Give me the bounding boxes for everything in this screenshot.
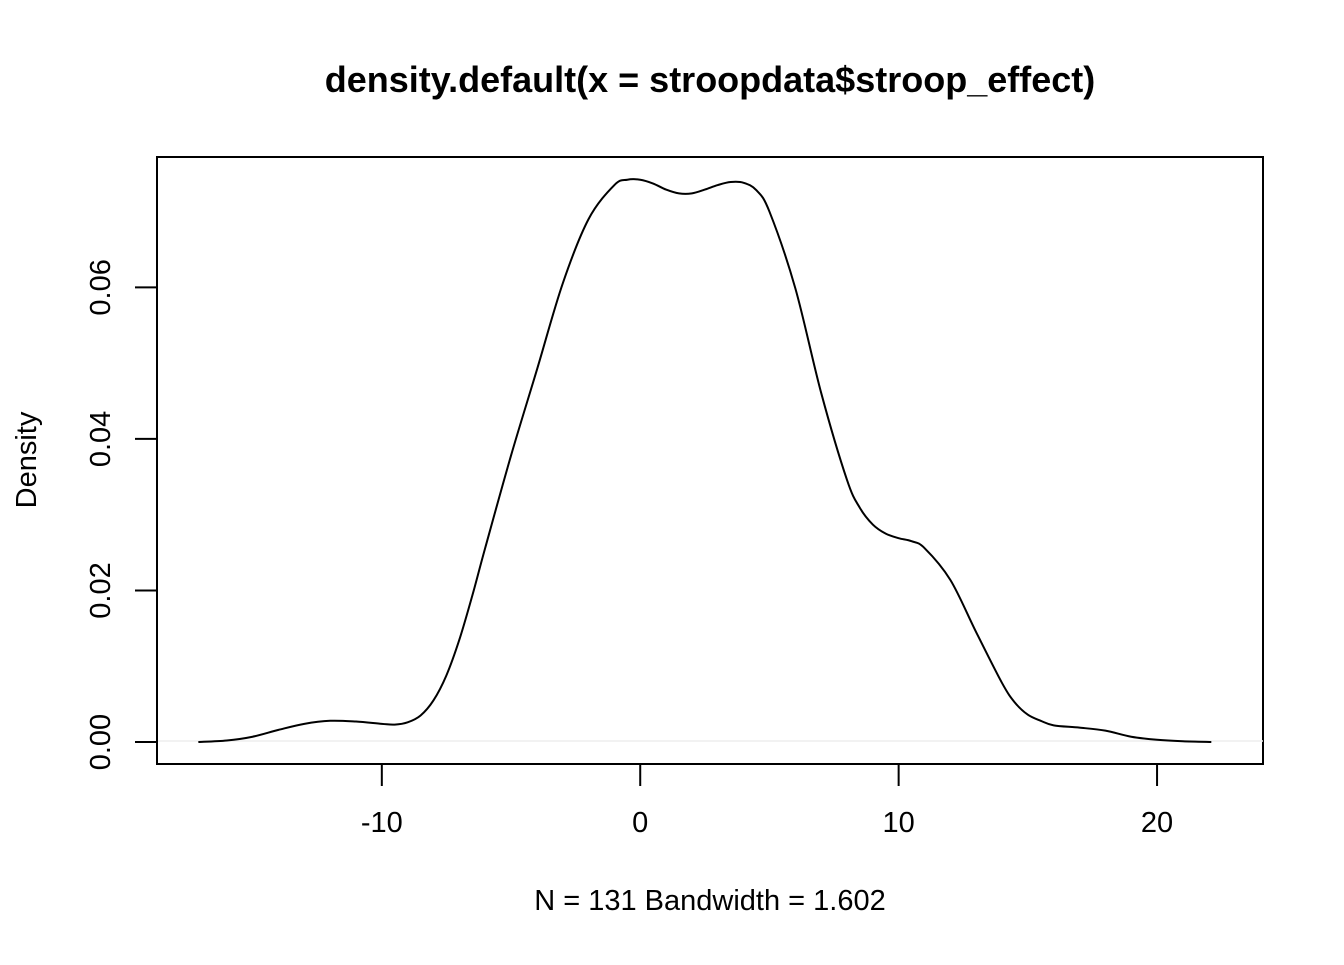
y-axis-title: Density bbox=[11, 411, 43, 508]
x-tick-label: 20 bbox=[1141, 807, 1173, 839]
x-tick-label: 10 bbox=[883, 807, 915, 839]
plot-frame bbox=[156, 156, 1264, 765]
x-axis-title: N = 131 Bandwidth = 1.602 bbox=[534, 885, 885, 917]
chart-title: density.default(x = stroopdata$stroop_ef… bbox=[325, 59, 1095, 100]
x-tick-label: -10 bbox=[361, 807, 403, 839]
y-tick-label: 0.00 bbox=[85, 714, 117, 770]
y-tick-label: 0.04 bbox=[85, 411, 117, 467]
x-axis: -10 0 10 20 bbox=[361, 763, 1173, 839]
y-axis: 0.00 0.02 0.04 0.06 bbox=[85, 259, 158, 770]
y-tick-label: 0.06 bbox=[85, 259, 117, 315]
x-tick-label: 0 bbox=[632, 807, 648, 839]
y-tick-label: 0.02 bbox=[85, 562, 117, 618]
density-curve bbox=[198, 178, 1212, 744]
